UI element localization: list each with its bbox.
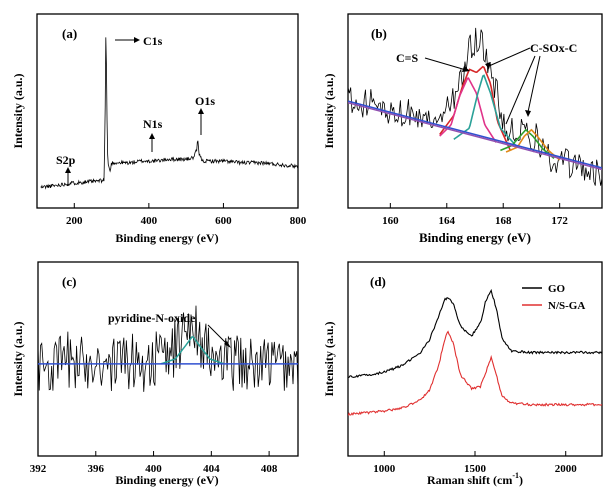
- panel-d-nsga-line: [348, 330, 602, 416]
- panel-d-ticks: 1000 1500 2000: [373, 451, 577, 475]
- panel-b: 160 164 168 172 (b) Binding energy (eV) Int…: [322, 13, 603, 245]
- annotation-c1s-label: C1s: [143, 34, 163, 48]
- panel-c-ticks: 392 396 400 404 408: [30, 451, 278, 475]
- panel-a: 200 400 600 800 (a) Binding energy (eV) Int…: [11, 13, 307, 245]
- panel-d-go-line: [348, 288, 602, 379]
- panel-a-plot: [40, 37, 298, 190]
- panel-c-plot: [38, 305, 298, 392]
- annotation-n1s-label: N1s: [143, 117, 163, 131]
- annotation-o1s-label: O1s: [195, 94, 215, 108]
- annotation-cs: C=S: [396, 51, 470, 72]
- panel-c-xtick-label: 392: [30, 463, 47, 475]
- panel-c-label: (c): [62, 274, 76, 289]
- legend-item-go: GO: [522, 283, 566, 295]
- panel-d-xtick-label: 1500: [464, 463, 487, 475]
- panel-c-xlabel: Binding energy (eV): [115, 473, 218, 487]
- annotation-csox: C-SOx-C: [485, 41, 577, 125]
- panel-d-xtick-label: 1000: [373, 463, 396, 475]
- legend-item-nsga: N/S-GA: [522, 300, 585, 312]
- panel-a-label: (a): [62, 26, 77, 41]
- panel-b-ticks: 160 164 168 172: [382, 203, 568, 227]
- panel-a-survey-line: [40, 37, 298, 190]
- panel-b-ylabel: Intensity (a.u.): [322, 73, 336, 148]
- legend-label-nsga: N/S-GA: [548, 300, 585, 312]
- annotation-n1s: N1s: [143, 117, 163, 152]
- panel-a-xtick-label: 200: [66, 215, 83, 227]
- panel-c-xtick-label: 408: [261, 463, 278, 475]
- panel-d-xtick-label: 2000: [555, 463, 578, 475]
- panel-c: 392 396 400 404 408 (c) Binding energy (eV) …: [11, 261, 299, 487]
- panel-b-label: (b): [371, 26, 387, 41]
- panel-c-xtick-label: 396: [88, 463, 105, 475]
- panel-d-xlabel: Raman shift (cm-1): [427, 471, 523, 487]
- panel-b-baseline: [348, 101, 602, 171]
- panel-c-ylabel: Intensity (a.u.): [11, 321, 25, 396]
- panel-b-xtick-label: 164: [439, 215, 456, 227]
- panel-b-frame: [347, 13, 603, 209]
- panel-d-label: (d): [370, 274, 386, 289]
- panel-b-baseline: [348, 100, 602, 169]
- panel-d-xlabel-tail: ): [519, 473, 523, 487]
- panel-b-xtick-label: 168: [495, 215, 512, 227]
- legend-label-go: GO: [548, 283, 566, 295]
- panel-a-xlabel: Binding energy (eV): [115, 231, 218, 245]
- panel-a-xtick-label: 800: [290, 215, 307, 227]
- panel-b-fit-line: [439, 77, 497, 143]
- annotation-s2p-label: S2p: [56, 153, 76, 167]
- panel-b-fit-line: [500, 128, 555, 159]
- panel-c-xtick-label: 404: [203, 463, 220, 475]
- panel-b-xtick-label: 160: [382, 215, 399, 227]
- annotation-csox-label: C-SOx-C: [530, 41, 577, 55]
- annotation-o1s: O1s: [195, 94, 215, 135]
- panel-c-fit-line: [160, 336, 225, 365]
- panel-c-raw-line: [38, 305, 298, 392]
- panel-b-fit-line: [505, 128, 561, 161]
- annotation-pyridine-label: pyridine-N-oxide: [108, 311, 196, 325]
- annotation-s2p: S2p: [56, 153, 76, 186]
- panel-a-ylabel: Intensity (a.u.): [11, 73, 25, 148]
- panel-c-xtick-label: 400: [145, 463, 162, 475]
- panel-a-frame: [36, 13, 299, 209]
- panel-b-plot: [348, 27, 602, 186]
- panel-a-ticks: 200 400 600 800: [66, 203, 307, 227]
- panel-b-xtick-label: 172: [551, 215, 568, 227]
- panel-a-xtick-label: 600: [215, 215, 232, 227]
- panel-d-xlabel-sup: -1: [512, 471, 519, 480]
- panel-b-xlabel: Binding energy (eV): [419, 230, 531, 245]
- panel-a-xtick-label: 400: [141, 215, 158, 227]
- annotation-cs-label: C=S: [396, 51, 419, 65]
- panel-d-ylabel: Intensity (a.u.): [322, 321, 336, 396]
- panel-d-xlabel-main: Raman shift (cm: [427, 473, 512, 487]
- annotation-pyridine: pyridine-N-oxide: [108, 311, 231, 348]
- panel-d-plot: [348, 288, 602, 416]
- annotation-c1s: C1s: [115, 34, 163, 48]
- panel-d: 1000 1500 2000 (d) Raman shift (cm-1) Inte…: [322, 261, 603, 487]
- legend: GO N/S-GA: [522, 283, 585, 312]
